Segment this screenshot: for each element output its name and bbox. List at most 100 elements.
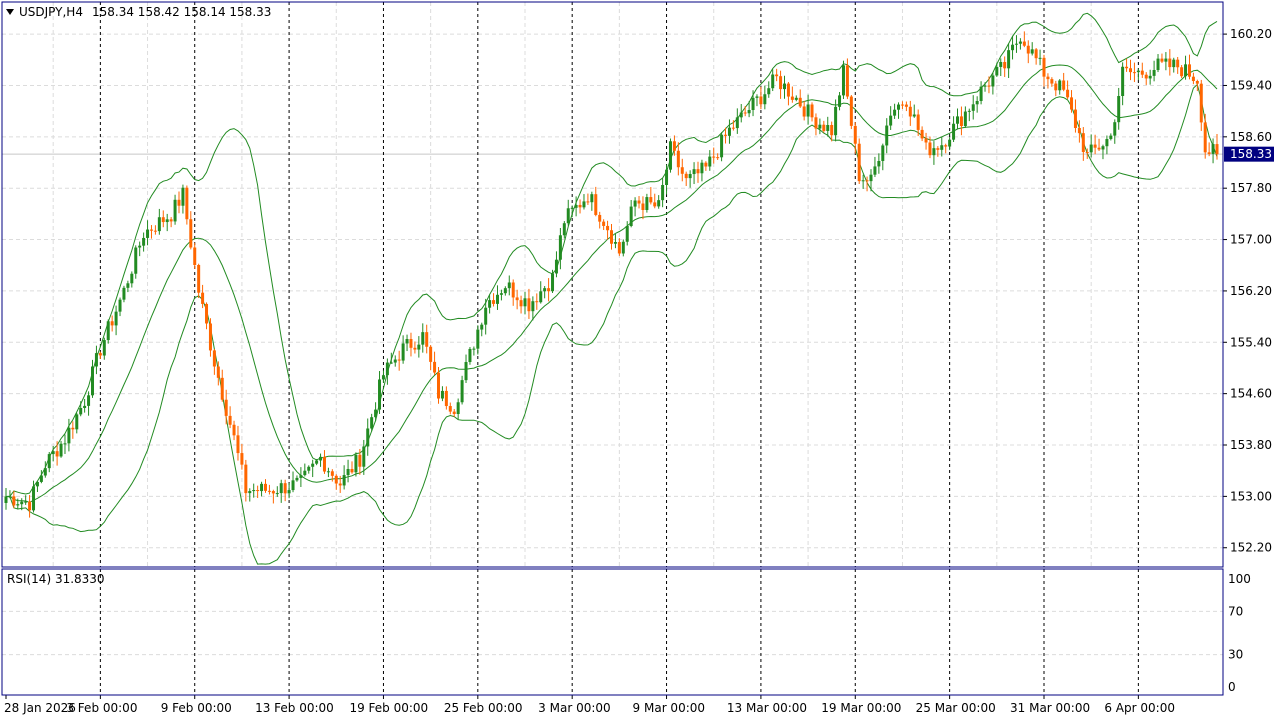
candle-body — [1211, 144, 1215, 154]
candle-body — [641, 203, 645, 211]
candle-body — [480, 324, 484, 330]
candle-body — [8, 496, 12, 498]
candle-body — [118, 299, 122, 312]
candle-body — [657, 200, 661, 207]
candle-body — [350, 468, 354, 473]
rsi-level-label: 100 — [1228, 572, 1251, 586]
candle-body — [751, 97, 755, 111]
candle-body — [476, 329, 480, 349]
candle-body — [484, 307, 488, 325]
candle-body — [201, 292, 205, 304]
candle-body — [853, 125, 857, 144]
candle-body — [1207, 152, 1211, 154]
candle-body — [28, 501, 32, 511]
candle-body — [712, 156, 716, 158]
price-tick-label: 156.20 — [1230, 284, 1272, 298]
time-tick-label: 28 Jan 2026 — [4, 701, 76, 715]
candle-body — [995, 66, 999, 76]
time-tick-label: 9 Feb 00:00 — [161, 701, 232, 715]
candle-body — [932, 148, 936, 156]
candle-body — [924, 138, 928, 143]
candle-body — [397, 359, 401, 361]
candle-body — [303, 470, 307, 476]
candle-body — [401, 343, 405, 361]
candle-body — [668, 141, 672, 170]
candle-body — [299, 475, 303, 478]
candle-body — [688, 174, 692, 179]
candle-body — [279, 483, 283, 494]
candle-body — [582, 201, 586, 208]
chevron-down-icon[interactable] — [6, 9, 14, 15]
candle-body — [43, 468, 47, 476]
candle-body — [212, 350, 216, 367]
candle-body — [759, 96, 763, 105]
candle-body — [389, 362, 393, 364]
candle-body — [944, 145, 948, 147]
ohlc-values: 158.34 158.42 158.14 158.33 — [92, 5, 271, 19]
candle-body — [165, 219, 169, 223]
candle-body — [818, 124, 822, 129]
candle-body — [169, 219, 173, 222]
candle-body — [98, 353, 102, 356]
candle-body — [665, 169, 669, 185]
candle-body — [468, 348, 472, 363]
candle-body — [440, 390, 444, 399]
candle-body — [1081, 133, 1085, 153]
candle-body — [1105, 139, 1109, 147]
candle-body — [814, 117, 818, 129]
time-tick-label: 13 Feb 00:00 — [255, 701, 334, 715]
candle-body — [437, 372, 440, 399]
candle-body — [63, 443, 67, 445]
candle-body — [621, 241, 625, 254]
candle-body — [417, 344, 421, 350]
candle-body — [680, 167, 684, 174]
candle-body — [275, 493, 279, 495]
candle-body — [393, 359, 397, 363]
candle-body — [472, 348, 476, 350]
candle-body — [271, 491, 275, 494]
candle-body — [354, 454, 358, 473]
candle-body — [503, 288, 507, 294]
candle-body — [1097, 147, 1101, 150]
candle-body — [236, 435, 240, 454]
candle-body — [967, 110, 971, 112]
candle-body — [311, 463, 315, 467]
time-tick-label: 3 Mar 00:00 — [538, 701, 611, 715]
candle-body — [857, 143, 861, 182]
candle-body — [920, 129, 924, 139]
candle-body — [684, 173, 688, 179]
candle-body — [338, 483, 342, 486]
candle-body — [570, 207, 574, 209]
time-tick-label: 6 Apr 00:00 — [1104, 701, 1175, 715]
candle-body — [783, 83, 786, 90]
candle-body — [59, 443, 63, 457]
candle-body — [260, 483, 264, 492]
candle-body — [1050, 79, 1054, 84]
candle-body — [586, 201, 590, 203]
candle-body — [452, 411, 456, 415]
candle-body — [849, 96, 853, 126]
candle-body — [1129, 68, 1132, 73]
candle-body — [1187, 64, 1191, 77]
candle-body — [606, 225, 610, 231]
candle-body — [1070, 97, 1074, 110]
candle-body — [102, 340, 106, 356]
time-tick-label: 25 Mar 00:00 — [916, 701, 996, 715]
candle-body — [1030, 49, 1034, 54]
candle-body — [956, 116, 959, 124]
candle-body — [692, 169, 696, 175]
candle-body — [983, 85, 987, 87]
candle-body — [661, 184, 665, 201]
candle-body — [12, 496, 16, 506]
candle-body — [1038, 57, 1042, 59]
candle-body — [315, 460, 319, 464]
candle-body — [727, 127, 731, 136]
candle-body — [55, 451, 59, 457]
candle-body — [511, 282, 515, 298]
candle-body — [763, 94, 767, 105]
candle-body — [948, 139, 952, 147]
candle-body — [786, 83, 790, 97]
candle-body — [1089, 144, 1093, 153]
